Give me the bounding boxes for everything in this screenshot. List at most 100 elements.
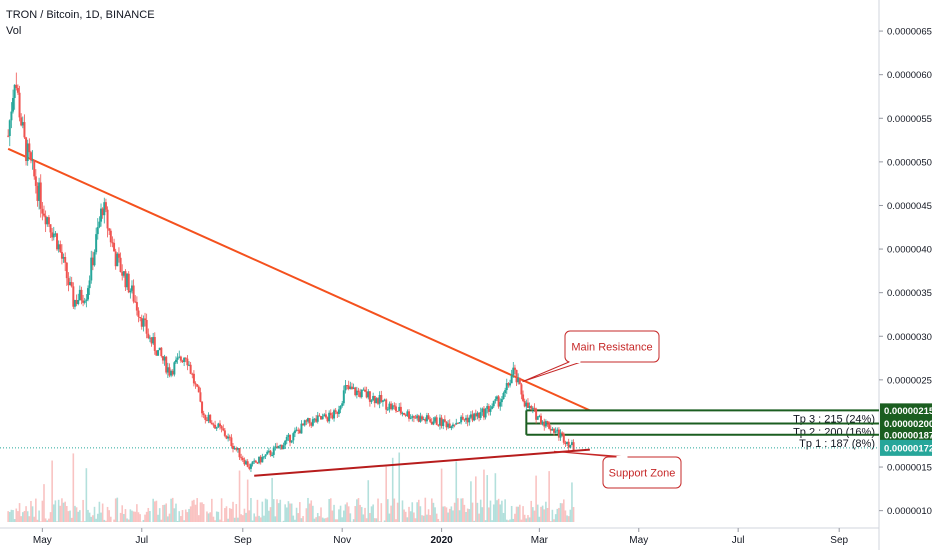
candle-body [86, 288, 89, 300]
candle-body [561, 432, 564, 434]
volume-bar [248, 510, 251, 522]
candle-body [280, 445, 283, 450]
candle-body [479, 412, 482, 418]
candle-body [192, 373, 195, 384]
candle-body [342, 390, 345, 404]
volume-bar [554, 514, 557, 522]
candle-body [427, 415, 430, 420]
candle-body [435, 417, 438, 425]
candle-body [215, 427, 218, 429]
candle-body [202, 413, 205, 416]
volume-bar [157, 514, 159, 522]
candle-body [207, 414, 210, 421]
candle-body [385, 399, 388, 410]
volume-bar [372, 504, 374, 522]
candle-body [152, 337, 155, 344]
candle-body [512, 367, 515, 376]
candle-body [373, 396, 376, 404]
candle-body [510, 375, 513, 384]
volume-bar [69, 510, 71, 522]
volume-bar [147, 507, 150, 522]
candle-body [548, 422, 551, 429]
volume-bar [473, 520, 475, 522]
volume-bar [219, 519, 221, 522]
candle-body [212, 424, 215, 426]
candle-body [513, 367, 516, 370]
candle-body [365, 391, 368, 398]
candle-body [64, 257, 67, 263]
candle-body [544, 421, 547, 427]
candle-body [331, 415, 334, 419]
callout-box [564, 330, 660, 363]
volume-bar [528, 517, 531, 522]
volume-bar [564, 510, 567, 522]
volume-bar [404, 511, 407, 522]
x-tick-label: Jul [135, 535, 148, 546]
candle-body [124, 271, 127, 288]
volume-bar [272, 499, 275, 522]
candle-body [460, 416, 463, 423]
candle-body [165, 356, 168, 373]
volume-bar [13, 519, 16, 522]
volume-bar [196, 498, 198, 522]
volume-bar [398, 452, 401, 522]
x-tick-label: May [629, 535, 648, 546]
volume-bar [287, 501, 290, 522]
volume-bar [517, 506, 519, 522]
volume-bar [548, 471, 550, 522]
candle-body [567, 441, 570, 448]
x-tick-label: Sep [830, 535, 848, 546]
volume-bar [465, 511, 467, 522]
candle-body [495, 396, 498, 400]
volume-bar [57, 499, 60, 522]
volume-bar [514, 513, 516, 522]
volume-bar [238, 470, 241, 522]
candle-body [82, 300, 85, 303]
volume-bar [401, 500, 404, 522]
candle-body [393, 405, 396, 407]
volume-bar [569, 509, 572, 522]
volume-bar [178, 511, 181, 522]
candle-body [517, 377, 520, 383]
candle-body [489, 408, 492, 412]
volume-bar [461, 498, 464, 522]
volume-bar [186, 512, 189, 522]
volume-bar [264, 498, 267, 522]
candle-body [315, 418, 318, 422]
candle-body [412, 416, 415, 418]
candle-body [455, 422, 458, 425]
candle-body [482, 408, 485, 418]
volume-bar [92, 515, 94, 522]
volume-bar [536, 504, 539, 522]
volume-bar [268, 510, 270, 522]
volume-bar [422, 515, 425, 522]
candle-body [10, 111, 13, 121]
candle-body [248, 466, 251, 469]
y-tick-label: 0.00000100 [887, 506, 932, 517]
candle-body [289, 434, 292, 443]
candle-body [67, 278, 70, 286]
candle-body [196, 384, 199, 387]
volume-bar [183, 520, 185, 522]
volume-bar [463, 504, 466, 522]
volume-bar [290, 503, 293, 522]
volume-bar [142, 519, 145, 522]
volume-bar [271, 477, 273, 522]
candle-body [528, 406, 531, 408]
volume-bar [435, 513, 438, 522]
candle-body [406, 411, 409, 416]
volume-bar [553, 519, 555, 522]
candle-body [429, 419, 432, 422]
candle-body [414, 417, 417, 419]
volume-bar [388, 513, 391, 522]
candle-body [186, 358, 189, 366]
volume-bar [127, 519, 130, 522]
volume-bar [318, 516, 321, 522]
candle-body [160, 347, 163, 357]
candle-body [320, 416, 323, 420]
volume-bar [457, 498, 459, 522]
